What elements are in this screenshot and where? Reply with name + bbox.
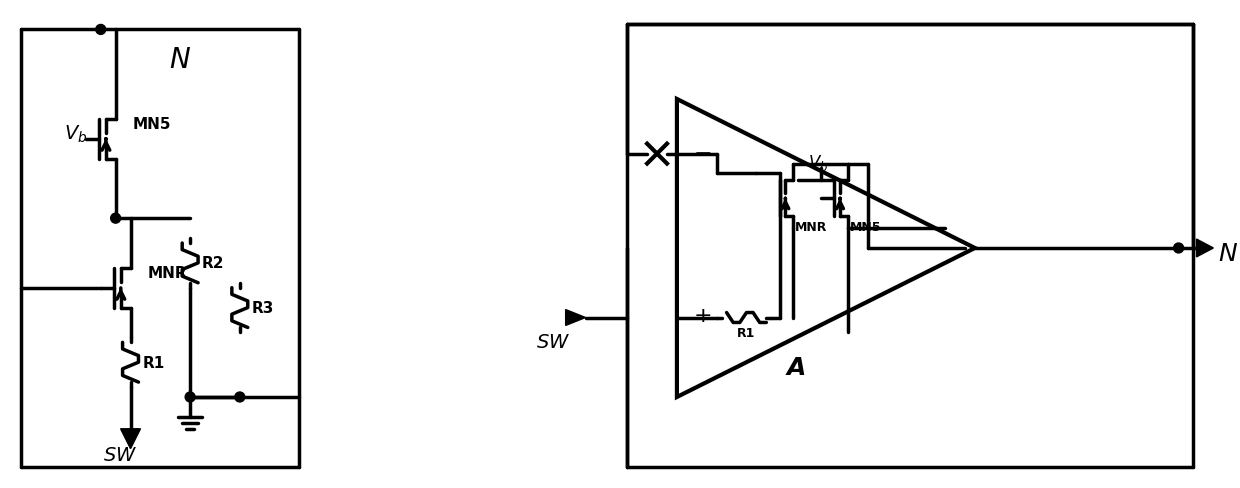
Circle shape (185, 392, 195, 402)
Text: A: A (786, 355, 806, 379)
Polygon shape (120, 429, 140, 449)
Text: $V_b$: $V_b$ (64, 124, 88, 145)
Text: $V_b$: $V_b$ (808, 152, 828, 172)
Text: MN5: MN5 (133, 117, 171, 132)
Text: MN5: MN5 (849, 220, 882, 233)
Circle shape (110, 214, 120, 224)
Text: $SW$: $SW$ (103, 446, 138, 464)
Text: MNR: MNR (795, 220, 827, 233)
Text: $N$: $N$ (1219, 242, 1239, 265)
Circle shape (95, 25, 105, 35)
Text: $SW$: $SW$ (536, 334, 570, 352)
Text: R1: R1 (738, 326, 755, 339)
Polygon shape (1197, 240, 1214, 257)
Text: MNR: MNR (148, 266, 187, 281)
Polygon shape (565, 310, 585, 326)
Text: R3: R3 (252, 301, 274, 315)
Text: $-$: $-$ (693, 142, 711, 162)
Text: R2: R2 (202, 256, 224, 271)
Text: $N$: $N$ (169, 47, 191, 74)
Circle shape (1173, 244, 1183, 253)
Text: R1: R1 (143, 355, 165, 370)
Text: $+$: $+$ (693, 305, 711, 325)
Circle shape (234, 392, 244, 402)
